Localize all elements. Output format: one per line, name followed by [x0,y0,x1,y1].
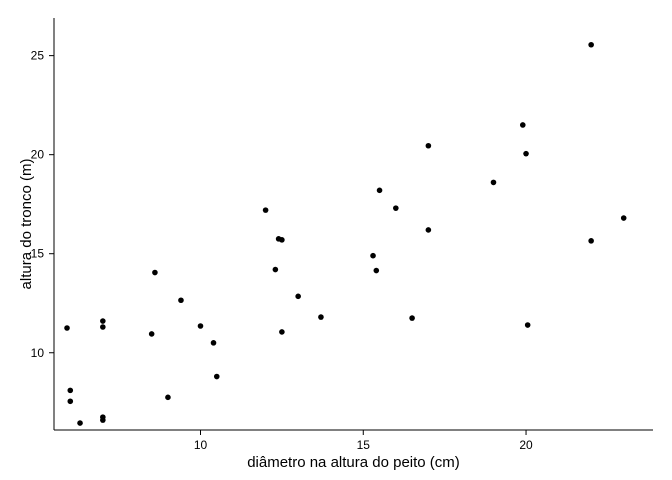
y-tick-label: 20 [31,148,45,162]
data-point [197,323,204,329]
y-axis-title: altura do tronco (m) [18,159,35,290]
data-point [370,252,376,259]
data-point [100,318,106,324]
x-tick-label: 10 [194,438,208,452]
y-tick-label: 25 [31,49,45,63]
data-point [295,293,301,300]
data-point [77,420,83,426]
data-point [318,314,324,320]
data-point [262,207,269,213]
data-point [67,387,74,394]
data-point [67,398,74,405]
data-point [210,340,217,346]
data-point [376,187,383,194]
data-point [620,215,627,221]
data-point [213,373,220,380]
data-point [279,237,285,243]
data-point [588,41,594,48]
data-point [409,315,415,321]
y-tick-label: 15 [31,247,45,261]
data-point [272,266,279,273]
data-point [425,227,432,233]
y-ticks: 10 15 20 25 [31,49,54,360]
data-point [100,417,106,423]
data-point [393,205,399,211]
data-point [100,324,106,330]
data-point [519,122,526,128]
data-point [490,179,497,186]
data-point [425,142,432,149]
axes [53,18,653,431]
data-point [165,394,171,401]
data-point [588,238,594,244]
data-point [523,150,529,157]
data-points [64,41,627,426]
data-point [64,325,70,331]
x-axis-title: diâmetro na altura do peito (cm) [247,454,460,471]
y-tick-label: 10 [31,346,45,360]
x-ticks: 10 15 20 [194,430,533,452]
data-point [152,269,158,276]
x-tick-label: 15 [357,438,371,452]
data-point [178,297,184,304]
data-point [524,322,531,328]
data-point [279,329,285,335]
x-tick-label: 20 [519,438,533,452]
data-point [373,267,380,274]
data-point [148,331,155,337]
